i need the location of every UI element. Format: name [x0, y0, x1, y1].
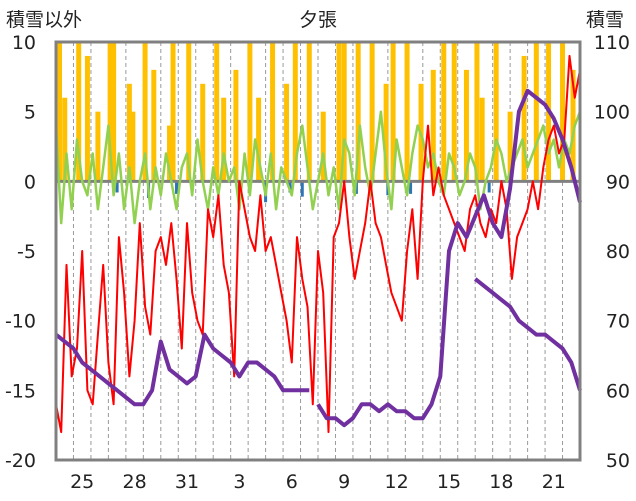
left-tick-label: 0 — [24, 171, 36, 193]
precip-bar — [84, 55, 90, 182]
left-tick-label: -5 — [17, 241, 36, 263]
precip-bar — [355, 42, 361, 182]
precip-bar — [441, 42, 447, 182]
wind-bar — [409, 181, 413, 194]
precip-bar — [479, 97, 485, 182]
precip-bar — [474, 42, 480, 182]
left-tick-label: 5 — [24, 102, 36, 124]
precip-bar — [186, 42, 192, 182]
precip-bar — [284, 83, 290, 182]
left-axis-label: 積雪以外 — [6, 9, 82, 31]
x-tick-label: 21 — [542, 471, 566, 493]
wind-bar — [487, 181, 491, 193]
precip-bar — [521, 55, 527, 182]
plot-frame — [54, 40, 582, 462]
x-tick-label: 25 — [70, 471, 94, 493]
x-tick-label: 18 — [489, 471, 513, 493]
precip-bar — [320, 111, 326, 182]
precip-bar — [233, 69, 239, 182]
right-tick-label: 110 — [594, 32, 630, 54]
chart-title: 夕張 — [299, 9, 337, 31]
right-tick-label: 50 — [606, 450, 630, 472]
sunshine-line — [54, 110, 582, 225]
x-axis-ticks: 25 28 31 3 6 9 12 15 18 21 — [70, 471, 566, 493]
precip-bar — [95, 111, 101, 182]
precip-bar — [306, 42, 312, 182]
precip-bar — [463, 69, 469, 182]
x-tick-label: 31 — [175, 471, 199, 493]
precip-bar — [221, 97, 227, 182]
wind-bar — [175, 181, 179, 194]
wind-bar — [288, 181, 292, 193]
precip-bar — [167, 125, 173, 182]
precip-bar — [430, 69, 436, 182]
right-tick-label: 80 — [606, 241, 630, 263]
x-tick-label: 6 — [286, 471, 298, 493]
x-tick-label: 3 — [233, 471, 245, 493]
precip-bar — [130, 111, 136, 182]
right-tick-label: 60 — [606, 380, 630, 402]
left-tick-label: -10 — [5, 311, 36, 333]
right-tick-label: 100 — [594, 102, 630, 124]
precip-bar — [533, 42, 539, 182]
left-tick-label: -20 — [5, 450, 36, 472]
precip-bar — [570, 69, 576, 182]
precip-bar — [142, 42, 148, 182]
precip-bar — [76, 42, 82, 182]
right-axis-label: 積雪 — [586, 9, 624, 31]
snow-depth-line — [316, 88, 582, 428]
precip-bar — [151, 69, 157, 182]
x-tick-label: 15 — [437, 471, 461, 493]
left-tick-label: 10 — [12, 32, 36, 54]
precip-bar — [404, 42, 410, 182]
precip-bar — [170, 42, 176, 182]
precip-bar — [270, 42, 276, 182]
precip-bar — [107, 42, 113, 182]
temperature-line — [55, 54, 581, 434]
snow-depth-line — [473, 277, 582, 391]
wind-bar — [300, 181, 304, 197]
precip-bar — [341, 42, 347, 182]
precip-bar — [247, 42, 253, 182]
x-tick-label: 9 — [338, 471, 350, 493]
precip-bar — [383, 83, 389, 182]
precip-bar — [493, 42, 499, 182]
precip-bar — [62, 97, 68, 182]
right-tick-label: 90 — [606, 171, 630, 193]
precip-bar — [56, 42, 62, 182]
wind-bar — [115, 181, 119, 193]
right-tick-label: 70 — [606, 311, 630, 333]
precip-bar — [200, 83, 206, 182]
left-tick-label: -15 — [5, 380, 36, 402]
precip-bar — [214, 42, 220, 182]
x-tick-label: 28 — [123, 471, 147, 493]
precip-bar — [256, 97, 262, 182]
precip-bar — [451, 42, 457, 182]
precip-bar — [126, 83, 132, 182]
precip-bar — [390, 42, 396, 182]
x-tick-label: 12 — [385, 471, 409, 493]
precip-bar — [369, 42, 375, 182]
snow-depth-line — [54, 332, 310, 407]
precip-bar — [560, 42, 566, 182]
series-lines — [54, 54, 582, 434]
precip-bar — [292, 42, 298, 182]
precip-bar — [336, 42, 342, 182]
precip-bar — [111, 42, 117, 182]
right-axis-ticks: 110 100 90 80 70 60 50 — [594, 32, 630, 472]
precip-bar — [507, 111, 513, 182]
left-axis-ticks: 10 5 0 -5 -10 -15 -20 — [5, 32, 36, 472]
precip-bars — [56, 42, 576, 182]
